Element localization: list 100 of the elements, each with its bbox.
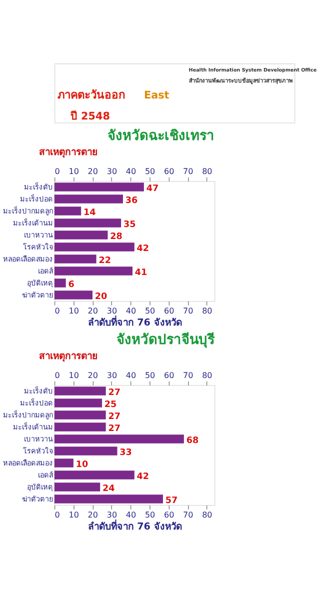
x2-tick-label: 60 [164, 510, 174, 520]
bar [54, 242, 134, 252]
y-tick-label: เบาหวาน [24, 434, 54, 444]
data-label: 47 [146, 184, 159, 194]
chart-title: จังหวัดปราจีนบุรี [116, 332, 216, 348]
x-tick-label: 40 [126, 167, 136, 176]
bar [54, 398, 102, 408]
y-tick-label: หลอดเลือดสมอง [3, 458, 54, 468]
x2-tick-label: 20 [88, 510, 98, 520]
bar [54, 290, 92, 300]
x2-tick-label: 40 [126, 510, 136, 520]
bar [54, 410, 106, 420]
bar [54, 266, 132, 276]
y-tick-label: โรคหัวใจ [23, 242, 54, 252]
x-axis-title: ลำดับที่จาก 76 จังหวัด [88, 518, 182, 532]
bar [54, 434, 184, 444]
text: ภาคตะวันออก [58, 88, 126, 102]
bar [54, 254, 96, 264]
data-label: 22 [98, 256, 111, 266]
data-label: 42 [136, 472, 150, 482]
x-tick-label: 30 [106, 371, 118, 380]
bar [54, 422, 106, 432]
y-tick-label: เอดส์ [38, 266, 54, 276]
data-label: 27 [108, 424, 120, 434]
x-tick-label: 30 [106, 167, 118, 176]
x2-tick-label: 50 [144, 306, 156, 316]
bar [54, 278, 66, 288]
bar [54, 206, 82, 216]
data-label: 6 [68, 280, 74, 290]
y-tick-label: มะเร็งปากมดลูก [3, 205, 54, 216]
data-label: 10 [76, 460, 88, 470]
x-tick-label: 40 [126, 371, 136, 380]
y-axis-title: สาเหตุการตาย [38, 351, 98, 362]
x-tick-label: 70 [183, 371, 194, 380]
x-tick-label: 80 [202, 167, 212, 176]
y-tick-label: มะเร็งปากมดลูก [3, 409, 54, 420]
x2-tick-label: 40 [126, 306, 136, 316]
x-tick-label: 0 [54, 167, 60, 176]
y-tick-label: เบาหวาน [24, 230, 54, 240]
y-tick-label: ฆ่าตัวตาย [22, 494, 54, 504]
x2-tick-label: 70 [183, 306, 194, 316]
data-label: 27 [108, 412, 120, 422]
y-tick-label: มะเร็งเต้านม [13, 217, 54, 228]
x2-tick-label: 80 [202, 306, 212, 316]
x2-tick-label: 30 [106, 510, 118, 520]
y-tick-label: มะเร็งปอด [20, 397, 54, 408]
data-label: 42 [136, 244, 150, 254]
bar [54, 182, 144, 192]
x-tick-label: 0 [54, 371, 60, 380]
x2-tick-label: 20 [88, 306, 98, 316]
x2-tick-label: 80 [202, 510, 212, 520]
y-axis-title: สาเหตุการตาย [38, 147, 98, 158]
data-label: 68 [186, 436, 199, 446]
x-tick-label: 60 [164, 371, 174, 380]
x-tick-label: 20 [88, 167, 98, 176]
y-tick-label: อุบัติเหตุ [27, 482, 54, 492]
x2-tick-label: 50 [144, 510, 156, 520]
y-tick-label: เอดส์ [38, 470, 54, 480]
x2-tick-label: 70 [183, 510, 194, 520]
bar [54, 230, 108, 240]
data-label: 14 [83, 208, 96, 218]
bar [54, 446, 118, 456]
x-tick-label: 10 [68, 371, 79, 380]
bar [54, 494, 163, 504]
x2-tick-label: 0 [54, 510, 60, 520]
data-label: 20 [94, 292, 108, 302]
text: East [144, 90, 170, 102]
data-label: 41 [134, 268, 148, 278]
x2-tick-label: 30 [106, 306, 118, 316]
x2-tick-label: 0 [54, 306, 60, 316]
x2-tick-label: 10 [68, 306, 79, 316]
y-tick-label: โรคหัวใจ [23, 446, 54, 456]
data-label: 25 [104, 400, 117, 410]
text: ปี 2548 [69, 109, 110, 122]
y-tick-label: ฆ่าตัวตาย [22, 290, 54, 300]
data-label: 57 [165, 496, 178, 506]
y-tick-label: มะเร็งตับ [24, 181, 54, 192]
data-label: 24 [102, 484, 115, 494]
x2-tick-label: 10 [68, 510, 79, 520]
y-tick-label: มะเร็งเต้านม [13, 421, 54, 432]
x-axis-title: ลำดับที่จาก 76 จังหวัด [88, 314, 182, 328]
data-label: 33 [120, 448, 132, 458]
x2-tick-label: 60 [164, 306, 174, 316]
x-tick-label: 50 [144, 371, 156, 380]
bar [54, 482, 100, 492]
x-tick-label: 70 [183, 167, 194, 176]
data-label: 28 [110, 232, 122, 242]
y-tick-label: มะเร็งปอด [20, 193, 54, 204]
x-tick-label: 50 [144, 167, 156, 176]
data-label: 27 [108, 388, 120, 398]
data-label: 35 [123, 220, 136, 230]
x-tick-label: 20 [88, 371, 98, 380]
y-tick-label: อุบัติเหตุ [27, 278, 54, 288]
bar [54, 218, 122, 228]
y-tick-label: มะเร็งตับ [24, 385, 54, 396]
chart-title: จังหวัดฉะเชิงเทรา [107, 128, 214, 144]
x-tick-label: 60 [164, 167, 174, 176]
bar [54, 458, 74, 468]
x-tick-label: 80 [202, 371, 212, 380]
x-tick-label: 10 [68, 167, 79, 176]
